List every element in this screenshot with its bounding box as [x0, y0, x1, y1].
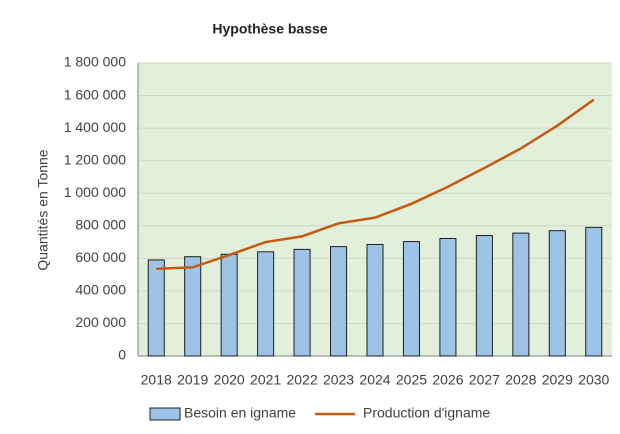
bar: [220, 253, 238, 357]
y-tick-label: 0: [118, 347, 126, 363]
x-tick-label: 2020: [214, 372, 245, 388]
chart-title: Hypothèse basse: [212, 21, 327, 37]
x-tick-label: 2019: [177, 372, 208, 388]
y-tick-label: 1 600 000: [64, 86, 126, 102]
y-tick-label: 200 000: [75, 314, 126, 330]
x-tick-label: 2026: [432, 372, 463, 388]
bar: [184, 256, 202, 357]
y-tick-label: 1 200 000: [64, 151, 126, 167]
x-tick-label: 2025: [396, 372, 427, 388]
legend-swatch: [149, 407, 181, 421]
y-tick-label: 1 800 000: [64, 54, 126, 70]
legend-label: Besoin en igname: [184, 405, 296, 421]
legend-label: Production d'igname: [363, 405, 490, 421]
y-tick-label: 600 000: [75, 249, 126, 265]
x-tick-label: 2023: [323, 372, 354, 388]
bar: [475, 235, 493, 357]
x-tick-label: 2024: [359, 372, 390, 388]
y-axis-label: Quantités en Tonne: [35, 149, 51, 270]
x-tick-label: 2021: [250, 372, 281, 388]
bar: [439, 237, 457, 357]
x-tick-label: 2028: [505, 372, 536, 388]
y-tick-label: 800 000: [75, 216, 126, 232]
y-tick-label: 400 000: [75, 282, 126, 298]
bar: [585, 226, 603, 357]
bar: [402, 241, 420, 357]
bar: [330, 246, 348, 357]
bar: [147, 259, 165, 357]
bar: [512, 232, 530, 357]
x-tick-label: 2029: [542, 372, 573, 388]
x-tick-label: 2022: [286, 372, 317, 388]
x-tick-label: 2030: [578, 372, 609, 388]
y-tick-label: 1 000 000: [64, 184, 126, 200]
bar: [257, 251, 275, 357]
x-tick-label: 2027: [469, 372, 500, 388]
bar: [293, 248, 311, 357]
bar: [366, 243, 384, 357]
x-tick-label: 2018: [141, 372, 172, 388]
line: [156, 98, 595, 271]
bar: [548, 230, 566, 357]
y-tick-label: 1 400 000: [64, 119, 126, 135]
